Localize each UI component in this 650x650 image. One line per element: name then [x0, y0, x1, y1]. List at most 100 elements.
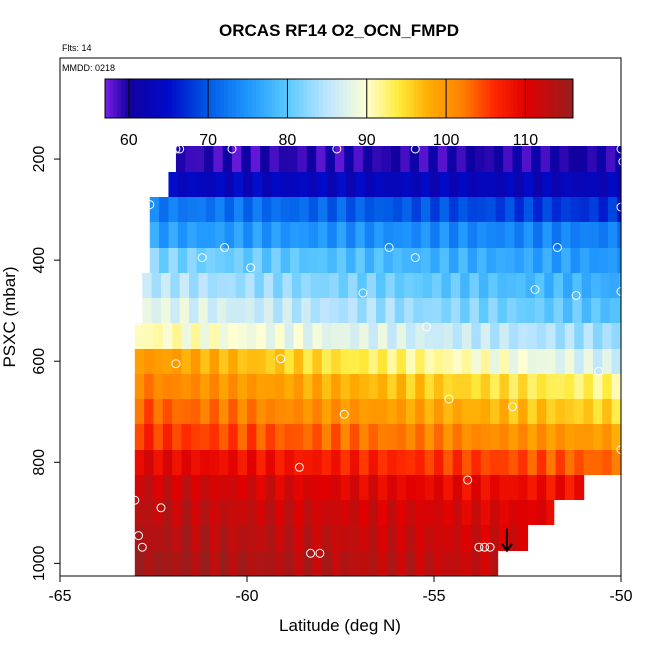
heatmap-cell — [224, 197, 235, 222]
heatmap-cell — [349, 475, 360, 500]
heatmap-cell — [467, 197, 478, 222]
heatmap-cell — [301, 298, 312, 323]
flight-point — [134, 316, 143, 326]
colorbar-segment — [303, 79, 308, 118]
heatmap-cell — [275, 475, 285, 500]
colorbar-tick-label: 70 — [199, 132, 217, 149]
heatmap-cell — [392, 248, 403, 273]
colorbar-segment — [362, 79, 368, 118]
heatmap-cell — [533, 222, 544, 248]
heatmap-cell — [162, 374, 173, 399]
heatmap-cell — [484, 146, 495, 172]
heatmap-cell — [172, 525, 183, 551]
x-tick-label: -50 — [609, 588, 632, 605]
heatmap-cell — [430, 222, 441, 248]
heatmap-cell — [233, 172, 244, 197]
y-tick-label: 1000 — [31, 545, 48, 581]
heatmap-cell — [190, 323, 201, 349]
heatmap-cell — [443, 323, 454, 349]
heatmap-cell — [368, 399, 379, 424]
heatmap-cell — [413, 298, 424, 323]
colorbar-segment — [454, 79, 459, 118]
heatmap-cell — [288, 146, 299, 172]
heatmap-cell — [162, 399, 173, 424]
heatmap-cell — [170, 298, 181, 323]
heatmap-cell — [514, 222, 525, 248]
flight-point — [594, 366, 604, 376]
colorbar-segment — [105, 79, 110, 118]
heatmap-cell — [134, 349, 145, 374]
heatmap-cell — [452, 374, 463, 399]
colorbar-segment — [132, 79, 138, 118]
heatmap-cell — [187, 222, 198, 248]
heatmap-cell — [338, 298, 349, 323]
colorbar-segment — [346, 79, 352, 118]
heatmap-cell — [471, 475, 482, 500]
heatmap-cell — [303, 399, 314, 424]
heatmap-cell — [458, 248, 469, 273]
flight-point — [197, 253, 207, 263]
heatmap-cell — [364, 172, 375, 197]
heatmap-cell — [200, 424, 211, 450]
heatmap-cell — [424, 349, 435, 374]
heatmap-cell — [359, 551, 370, 576]
heatmap-cell — [303, 323, 314, 349]
heatmap-cell — [452, 551, 463, 576]
heatmap-cell — [533, 197, 544, 222]
heatmap-cell — [396, 551, 407, 576]
heatmap-cell — [551, 197, 562, 222]
heatmap-cell — [368, 500, 379, 525]
heatmap-cell — [209, 424, 220, 450]
heatmap-cell — [536, 374, 547, 399]
colorbar-segment — [422, 79, 427, 118]
heatmap-cell — [551, 222, 562, 248]
heatmap-cell — [609, 298, 620, 323]
heatmap-cell — [402, 222, 413, 248]
heatmap-cell — [368, 349, 379, 374]
heatmap-cell — [542, 222, 553, 248]
x-tick-label: -60 — [235, 588, 258, 605]
heatmap-cell — [153, 424, 164, 450]
heatmap-cell — [336, 222, 347, 248]
heatmap-cell — [312, 374, 323, 399]
heatmap-cell — [448, 222, 459, 248]
colorbar-segment — [335, 79, 340, 118]
heatmap-cell — [531, 146, 542, 172]
heatmap-cell — [592, 374, 603, 399]
heatmap-cell — [215, 172, 226, 197]
heatmap-cell — [260, 146, 271, 172]
colorbar-segment — [442, 79, 447, 118]
heatmap-cell — [196, 197, 207, 222]
heatmap-cell — [581, 298, 592, 323]
heatmap-cell — [499, 399, 510, 424]
heatmap-cell — [172, 500, 183, 525]
heatmap-cell — [422, 298, 433, 323]
heatmap-cell — [331, 475, 342, 500]
heatmap-cell — [198, 273, 209, 298]
heatmap-cell — [331, 551, 342, 576]
heatmap-cell — [368, 374, 379, 399]
heatmap-cell — [151, 298, 162, 323]
heatmap-cell — [181, 349, 192, 374]
heatmap-cell — [611, 424, 622, 450]
heatmap-cell — [480, 374, 491, 399]
flight-point — [474, 542, 484, 552]
heatmap-cell — [546, 374, 557, 399]
heatmap-cell — [247, 450, 257, 475]
heatmap-cell — [172, 399, 183, 424]
heatmap-cell — [303, 424, 314, 450]
heatmap-cell — [209, 500, 220, 525]
heatmap-cell — [415, 323, 426, 349]
heatmap-cell — [340, 399, 351, 424]
colorbar-segment — [216, 79, 221, 118]
heatmap-cell — [523, 172, 534, 197]
heatmap-cell — [256, 500, 267, 525]
marker-arrow-head — [501, 543, 513, 553]
colorbar-segment — [208, 79, 213, 118]
heatmap-cell — [321, 450, 332, 475]
heatmap-cell — [224, 248, 235, 273]
heatmap-cell — [218, 551, 229, 576]
heatmap-cell — [525, 273, 536, 298]
heatmap-cell — [284, 323, 295, 349]
heatmap-cell — [493, 146, 504, 172]
